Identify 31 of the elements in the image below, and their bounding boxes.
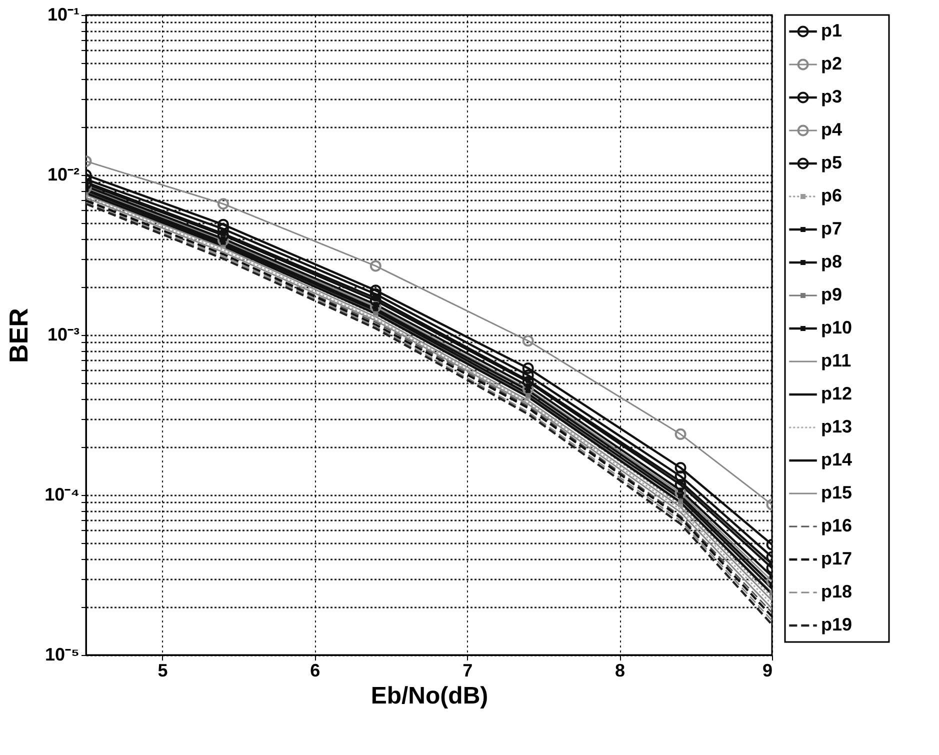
x-tick-label: 9 (762, 660, 772, 680)
legend-label: p1 (821, 20, 842, 40)
legend-label: p2 (821, 54, 842, 74)
legend-label: p11 (821, 350, 852, 370)
legend-label: p12 (821, 384, 852, 404)
legend-label: p3 (821, 86, 842, 106)
legend-label: p15 (821, 482, 852, 502)
legend-label: p7 (821, 218, 842, 238)
legend-label: p4 (821, 120, 842, 140)
legend-label: p17 (821, 548, 852, 568)
x-axis-title: Eb/No(dB) (370, 682, 488, 710)
legend-label: p16 (821, 516, 852, 536)
y-axis-title: BER (4, 308, 34, 363)
y-tick-label: 10⁻¹ (47, 4, 80, 24)
legend-label: p6 (821, 186, 842, 206)
x-tick-label: 8 (615, 660, 626, 680)
legend-label: p10 (821, 318, 852, 338)
x-tick-label: 5 (158, 660, 168, 680)
y-tick-label: 10⁻² (47, 164, 80, 184)
y-tick-label: 10⁻⁵ (45, 644, 80, 664)
legend-label: p18 (821, 582, 852, 602)
x-tick-label: 6 (310, 660, 320, 680)
legend-label: p5 (821, 152, 842, 172)
legend-label: p19 (821, 614, 852, 634)
legend-label: p8 (821, 252, 842, 272)
legend-label: p14 (821, 450, 852, 470)
x-tick-label: 7 (462, 660, 473, 680)
legend-label: p13 (821, 416, 852, 436)
y-tick-label: 10⁻⁴ (44, 484, 80, 504)
legend-label: p9 (821, 284, 842, 304)
y-tick-label: 10⁻³ (47, 324, 80, 344)
